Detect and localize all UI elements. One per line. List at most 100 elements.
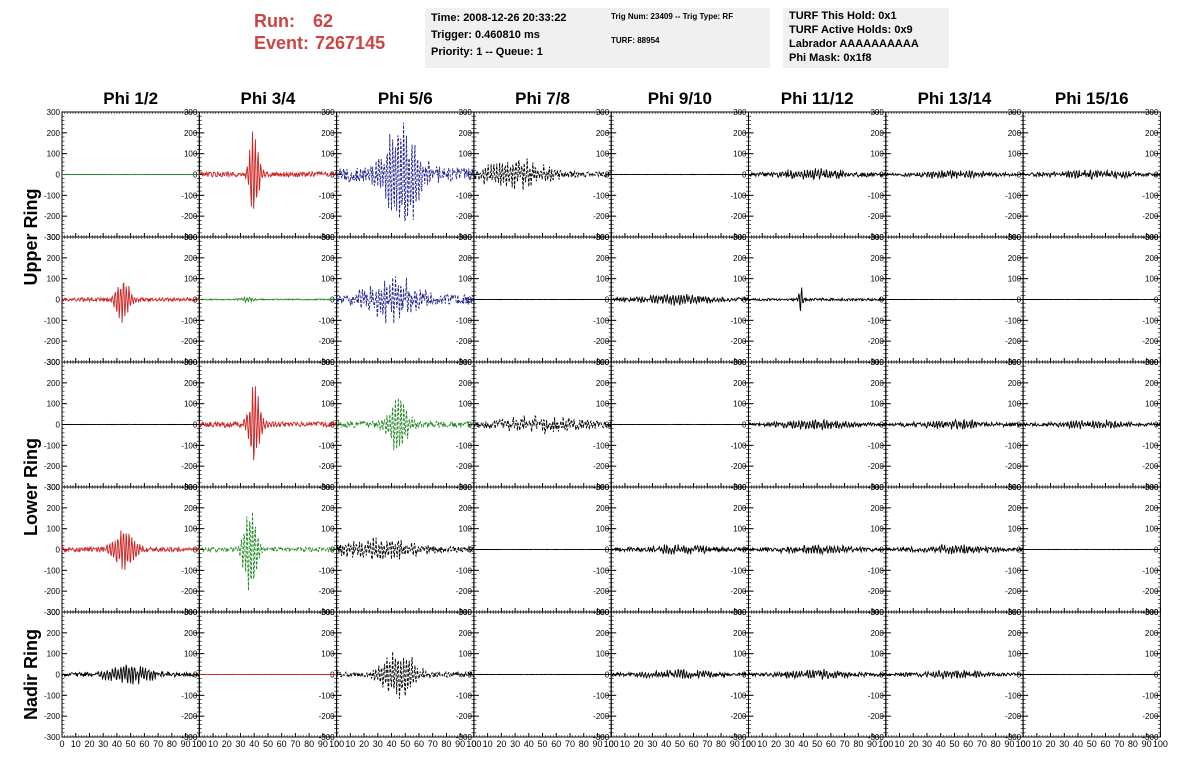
y-tick-label: 0	[56, 421, 61, 430]
y-tick-label: -200	[44, 337, 61, 346]
ring-label-2: Lower Ring	[21, 438, 41, 536]
y-tick-label: -100	[1005, 441, 1022, 450]
column-header-4: Phi 7/8	[515, 89, 570, 108]
y-tick-label: -100	[593, 191, 610, 200]
y-tick-label: 200	[733, 379, 747, 388]
y-tick-label: 300	[47, 108, 61, 117]
y-tick-label: 100	[184, 150, 198, 159]
y-tick-label: 200	[459, 254, 473, 263]
trig-num-text: Trig Num: 23409 -- Trig Type: RF	[611, 12, 734, 21]
column-header-7: Phi 13/14	[918, 89, 992, 108]
y-tick-label: 200	[184, 129, 198, 138]
y-tick-label: 200	[1145, 254, 1159, 263]
y-tick-label: 100	[47, 275, 61, 284]
y-tick-label: 200	[870, 254, 884, 263]
y-tick-label: 0	[330, 421, 335, 430]
y-tick-label: 200	[47, 379, 61, 388]
y-tick-label: 0	[1017, 171, 1022, 180]
y-tick-label: 100	[459, 400, 473, 409]
y-tick-label: 0	[467, 421, 472, 430]
run-label: Run:	[254, 11, 295, 31]
y-tick-label: 200	[321, 129, 335, 138]
y-tick-label: -200	[44, 587, 61, 596]
y-tick-label: 300	[47, 358, 61, 367]
y-tick-label: 0	[1017, 296, 1022, 305]
event-row: Event: 7267145	[254, 32, 385, 54]
y-tick-label: 200	[870, 129, 884, 138]
run-value: 62	[312, 11, 334, 31]
waveform-trace-r3-c2	[199, 386, 337, 461]
y-tick-label: -200	[1005, 462, 1022, 471]
y-tick-label: -200	[730, 337, 747, 346]
y-tick-label: 100	[321, 275, 335, 284]
y-tick-label: 200	[596, 379, 610, 388]
y-tick-label: -100	[593, 441, 610, 450]
y-tick-label: -100	[730, 316, 747, 325]
y-tick-label: 100	[1008, 275, 1022, 284]
y-tick-label: -200	[319, 462, 336, 471]
turf-hold-text: TURF This Hold: 0x1	[789, 10, 897, 22]
y-tick-label: -200	[1142, 212, 1159, 221]
y-tick-label: 200	[1145, 379, 1159, 388]
y-tick-label: 200	[184, 504, 198, 513]
labrador-text: Labrador AAAAAAAAAA	[789, 38, 919, 50]
y-tick-label: 100	[184, 525, 198, 534]
y-tick-label: -200	[181, 212, 198, 221]
y-tick-label: 100	[459, 150, 473, 159]
y-tick-label: 100	[1145, 150, 1159, 159]
waveform-trace-r3-c7	[885, 418, 1024, 430]
y-tick-label: 0	[56, 171, 61, 180]
waveform-trace-r3-c6	[748, 418, 887, 431]
y-tick-label: 200	[459, 129, 473, 138]
y-tick-label: 200	[733, 254, 747, 263]
y-tick-label: 200	[184, 379, 198, 388]
y-tick-label: 0	[742, 171, 747, 180]
y-tick-label: -100	[319, 316, 336, 325]
y-tick-label: 200	[596, 254, 610, 263]
y-tick-label: -100	[181, 316, 198, 325]
waveform-trace-r2-c1	[61, 282, 200, 323]
y-tick-label: 100	[47, 525, 61, 534]
waveform-trace-r1-c2	[198, 131, 338, 209]
y-tick-label: 100	[184, 400, 198, 409]
y-tick-label: -100	[44, 441, 61, 450]
y-tick-label: 200	[1008, 379, 1022, 388]
y-tick-label: 200	[733, 129, 747, 138]
y-tick-label: 0	[193, 421, 198, 430]
y-tick-label: -200	[730, 462, 747, 471]
y-tick-label: -200	[181, 462, 198, 471]
y-tick-label: -300	[44, 358, 61, 367]
y-tick-label: -100	[181, 191, 198, 200]
y-tick-label: -200	[1005, 212, 1022, 221]
y-tick-label: -200	[181, 337, 198, 346]
y-tick-label: -200	[1142, 337, 1159, 346]
y-tick-label: -100	[1142, 191, 1159, 200]
y-tick-label: 200	[321, 379, 335, 388]
y-tick-label: 200	[47, 129, 61, 138]
y-tick-label: 100	[733, 400, 747, 409]
y-tick-label: -100	[593, 316, 610, 325]
column-header-6: Phi 11/12	[781, 89, 854, 108]
y-tick-label: -300	[44, 483, 61, 492]
y-tick-label: -200	[44, 212, 61, 221]
y-tick-label: -100	[181, 566, 198, 575]
y-tick-label: 100	[459, 275, 473, 284]
y-tick-label: 100	[1008, 400, 1022, 409]
column-header-5: Phi 9/10	[648, 89, 712, 108]
y-tick-label: -300	[44, 233, 61, 242]
y-tick-label: 0	[330, 171, 335, 180]
turf-active-text: TURF Active Holds: 0x9	[789, 24, 913, 36]
y-tick-label: -100	[868, 441, 885, 450]
waveform-trace-r3-c3	[336, 398, 475, 451]
y-tick-label: 0	[330, 296, 335, 305]
y-tick-label: 0	[605, 171, 610, 180]
y-tick-label: 0	[467, 171, 472, 180]
event-value: 7267145	[315, 33, 386, 53]
y-tick-label: 100	[47, 150, 61, 159]
y-tick-label: 0	[1154, 296, 1159, 305]
column-header-3: Phi 5/6	[378, 89, 433, 108]
y-tick-label: -100	[868, 316, 885, 325]
y-tick-label: -200	[1005, 337, 1022, 346]
y-tick-label: -200	[868, 462, 885, 471]
y-tick-label: -100	[1142, 441, 1159, 450]
